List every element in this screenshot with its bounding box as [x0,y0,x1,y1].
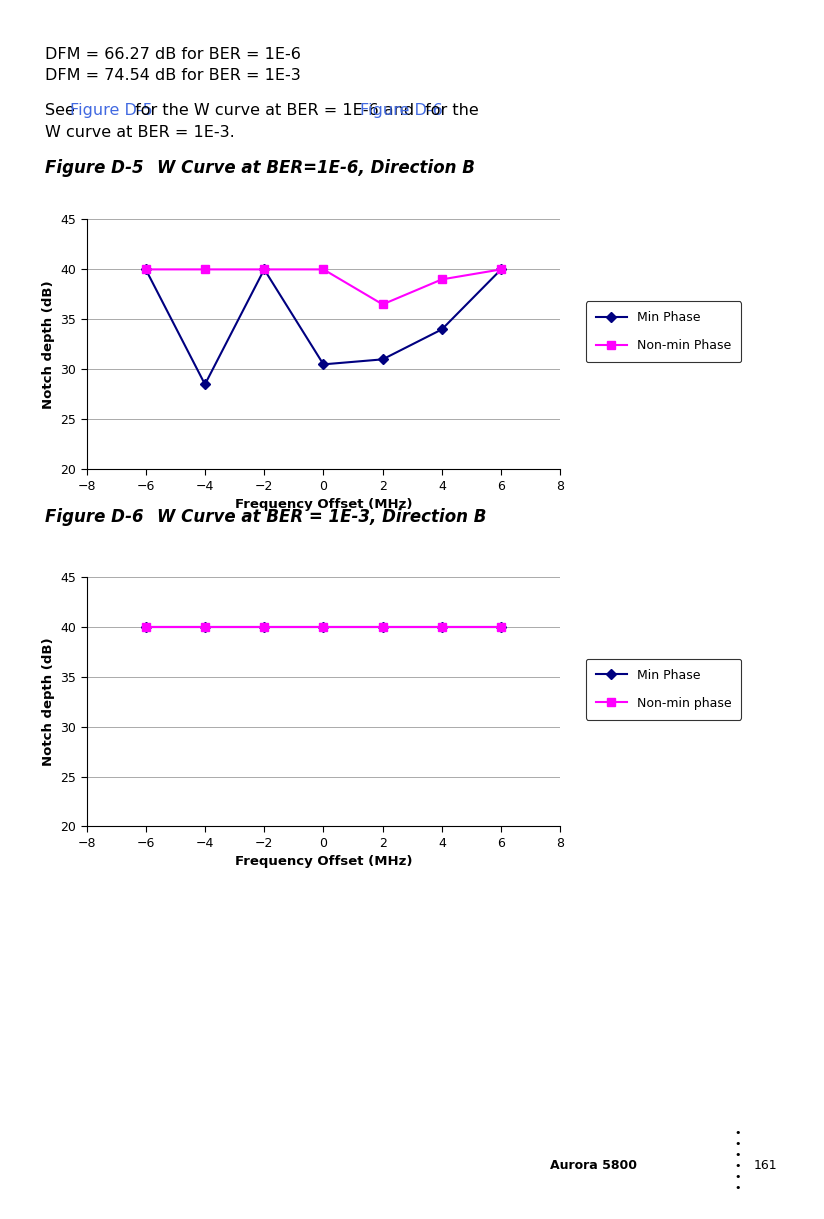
X-axis label: Frequency Offset (MHz): Frequency Offset (MHz) [235,499,412,511]
Text: W Curve at BER=1E-6, Direction B: W Curve at BER=1E-6, Direction B [111,160,475,177]
Text: W curve at BER = 1E-3.: W curve at BER = 1E-3. [45,124,235,139]
Text: Figure D-6: Figure D-6 [45,508,144,525]
Text: •: • [734,1171,741,1182]
Text: •: • [734,1150,741,1160]
Text: Aurora 5800: Aurora 5800 [550,1159,637,1173]
Text: 161: 161 [754,1159,778,1173]
Y-axis label: Notch depth (dB): Notch depth (dB) [42,280,54,408]
Y-axis label: Notch depth (dB): Notch depth (dB) [42,638,54,766]
Text: •: • [734,1139,741,1150]
Text: DFM = 66.27 dB for BER = 1E-6: DFM = 66.27 dB for BER = 1E-6 [45,46,302,61]
Text: •: • [734,1182,741,1193]
Text: •: • [734,1160,741,1171]
Text: Figure D-5: Figure D-5 [70,102,152,117]
Text: for the W curve at BER = 1E-6 and: for the W curve at BER = 1E-6 and [130,102,419,117]
Text: for the: for the [420,102,479,117]
Text: DFM = 74.54 dB for BER = 1E-3: DFM = 74.54 dB for BER = 1E-3 [45,68,301,83]
Legend: Min Phase, Non-min Phase: Min Phase, Non-min Phase [586,301,741,362]
Text: Figure D-6: Figure D-6 [360,102,442,117]
Text: Figure D-5: Figure D-5 [45,160,144,177]
Text: See: See [45,102,80,117]
X-axis label: Frequency Offset (MHz): Frequency Offset (MHz) [235,856,412,868]
Text: W Curve at BER = 1E-3, Direction B: W Curve at BER = 1E-3, Direction B [111,508,487,525]
Text: •: • [734,1128,741,1139]
Legend: Min Phase, Non-min phase: Min Phase, Non-min phase [586,658,742,719]
